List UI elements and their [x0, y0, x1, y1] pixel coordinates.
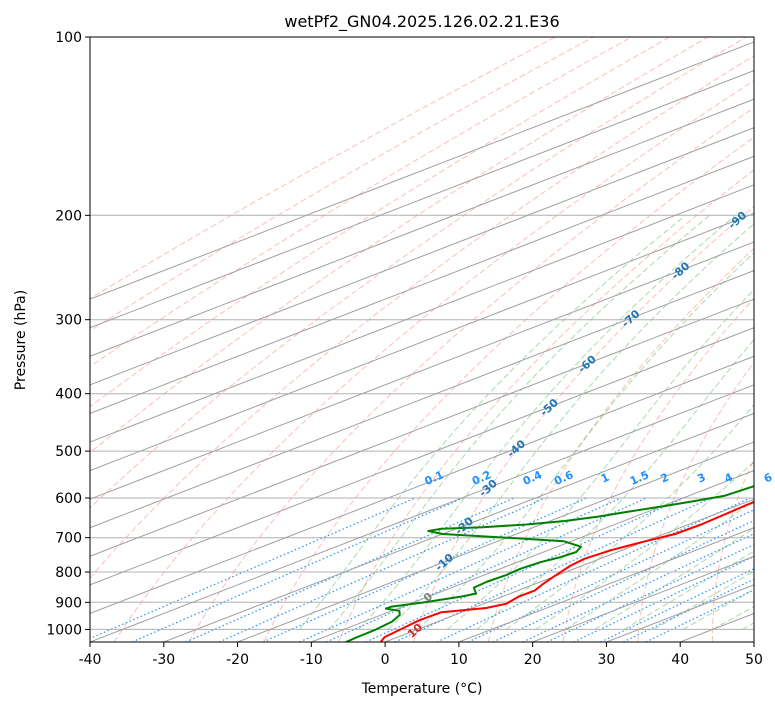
dry-adiabat-line: [338, 169, 754, 642]
isotherm-line: [90, 70, 754, 329]
dry-adiabat-line: [90, 55, 754, 579]
y-tick-label: 900: [55, 595, 82, 611]
y-tick-label: 500: [55, 444, 82, 460]
y-tick-label: 1000: [46, 622, 82, 638]
moist-adiabat-line: [653, 570, 754, 630]
moist-adiabat-line: [682, 588, 754, 630]
dry-adiabat-line: [90, 37, 747, 509]
dewpoint-profile-line: [345, 485, 754, 642]
x-tick-label: 30: [598, 652, 616, 668]
isotherm-line: [90, 184, 754, 443]
y-tick-label: 800: [55, 565, 82, 581]
isotherm-line: [90, 327, 754, 586]
moist-adiabat-line: [564, 499, 754, 630]
isotherm-line: [90, 241, 754, 500]
isotherm-line: [458, 527, 754, 642]
temperature-profile-line: [379, 500, 754, 642]
x-tick-label: -20: [226, 652, 249, 668]
x-tick-label: 20: [524, 652, 542, 668]
moist-adiabat-line: [476, 338, 754, 630]
moist-adiabat-line: [358, 214, 736, 630]
isotherm-line: [311, 470, 754, 642]
dry-adiabat-line: [487, 247, 754, 642]
y-tick-label: 700: [55, 531, 82, 547]
mixing-ratio-line: [600, 568, 754, 642]
y-tick-label: 400: [55, 387, 82, 403]
mixing-ratio-label: 6: [762, 470, 775, 485]
dry-adiabat-line: [113, 80, 754, 642]
isotherm-line: [90, 212, 754, 472]
isotherm-line: [90, 270, 754, 529]
y-tick-label: 600: [55, 491, 82, 507]
x-tick-label: 50: [745, 652, 763, 668]
mixing-ratio-line: [492, 519, 754, 642]
y-tick-label: 100: [55, 30, 82, 46]
mixing-ratio-line: [394, 497, 711, 642]
dry-adiabat-line: [90, 37, 556, 300]
isotherm-line: [90, 384, 754, 642]
x-tick-label: 40: [671, 652, 689, 668]
isotherm-line: [90, 127, 754, 386]
mixing-ratio-line: [131, 497, 464, 642]
chart-title: wetPf2_GN04.2025.126.02.21.E36: [284, 12, 559, 32]
dry-adiabat-line: [90, 37, 670, 408]
isotherm-line: [90, 155, 754, 414]
mixing-ratio-line: [262, 497, 588, 642]
isotherm-line: [163, 412, 754, 642]
dry-adiabat-line: [712, 457, 754, 642]
profile-lines: [345, 485, 754, 642]
dry-adiabat-line: [263, 136, 754, 642]
x-tick-label: -40: [79, 652, 102, 668]
moist-adiabat-line: [446, 288, 754, 630]
isotherm-line: [90, 98, 754, 357]
mixing-ratio-line: [90, 497, 416, 640]
background-lines: [90, 37, 754, 642]
isotherm-line: [753, 641, 754, 642]
mixing-ratio-line: [573, 555, 754, 642]
y-axis-label: Pressure (hPa): [13, 290, 29, 390]
y-tick-label: 300: [55, 313, 82, 329]
mixing-ratio-line: [546, 543, 754, 642]
x-tick-label: -10: [300, 652, 323, 668]
x-tick-label: 10: [450, 652, 468, 668]
isotherm-line: [90, 355, 754, 614]
x-axis-label: Temperature (°C): [361, 681, 483, 697]
x-tick-label: 0: [381, 652, 390, 668]
dry-adiabat-line: [90, 37, 709, 454]
mixing-ratio-line: [522, 533, 754, 642]
x-tick-label: -30: [152, 652, 175, 668]
y-tick-label: 200: [55, 208, 82, 224]
y-axis-ticks: 100 200 300 400 500 600 700 800 900 1000: [46, 30, 90, 638]
dry-adiabat-line: [188, 107, 754, 642]
isotherm-line: [90, 298, 754, 557]
dry-adiabat-line: [562, 297, 754, 642]
mixing-ratio-line: [326, 497, 647, 642]
moist-adiabat-line: [417, 252, 754, 630]
isotherm-line: [237, 441, 754, 642]
plot-frame: [89, 36, 755, 643]
mixing-ratio-line: [436, 497, 751, 642]
isotherm-line: [90, 41, 754, 300]
x-axis-ticks: -40 -30 -20 -10 0 10 20 30 40 50: [79, 642, 763, 668]
